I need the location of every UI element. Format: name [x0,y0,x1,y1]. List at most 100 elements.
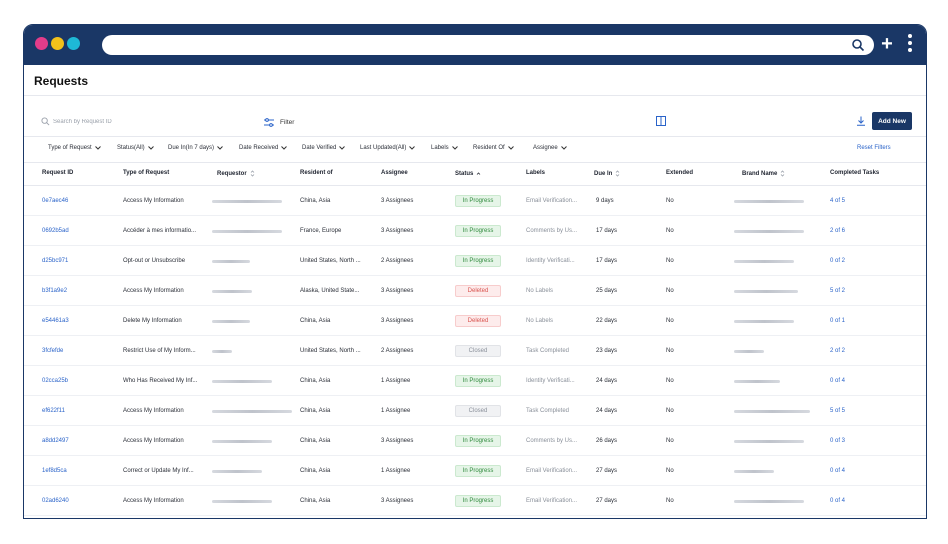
completed-tasks-link[interactable]: 0 of 2 [830,258,846,264]
column-header-assignee[interactable]: Assignee [381,170,408,176]
request-id-link[interactable]: e54461a3 [42,318,69,324]
extended: No [666,468,674,474]
resident-of: France, Europe [300,228,342,234]
row-divider [24,455,926,456]
completed-tasks-link[interactable]: 4 of 5 [830,198,846,204]
filter-resident-of[interactable]: Resident Of [473,145,514,151]
filter-status[interactable]: Status(All) [117,145,154,151]
request-id-link[interactable]: 02ad6240 [42,498,69,504]
brand-name-redacted [734,396,810,426]
table-row[interactable]: b3f1a9e2 Access My Information Alaska, Uni… [24,276,926,306]
completed-tasks-link[interactable]: 0 of 3 [830,438,846,444]
column-header-type-of-request[interactable]: Type of Request [123,170,170,176]
filter-labels[interactable]: Labels [431,145,458,151]
table-row[interactable]: 1ef8d5ca Correct or Update My Inf... China… [24,456,926,486]
column-header-requestor[interactable]: Requestor [217,170,255,177]
table-row[interactable]: 3fcfefde Restrict Use of My Inform... Unit… [24,336,926,366]
request-id-link[interactable]: 1ef8d5ca [42,468,67,474]
column-header-completed-tasks[interactable]: Completed Tasks [830,170,880,176]
add-new-button[interactable]: Add New [872,112,912,130]
window-minimize-dot[interactable] [51,37,64,50]
filter-due-in[interactable]: Due In(In 7 days) [168,145,223,151]
filter-date-received[interactable]: Date Received [239,145,288,151]
column-header-labels[interactable]: Labels [526,170,546,176]
row-divider [24,365,926,366]
completed-tasks-link[interactable]: 0 of 4 [830,498,846,504]
table-row[interactable]: 0692b5ad Accéder à mes informatio... Franc… [24,216,926,246]
reset-filters-link[interactable]: Reset Filters [857,145,891,151]
request-id-link[interactable]: 02cca25b [42,378,69,384]
brand-name-redacted [734,486,804,516]
status-badge: In Progress [455,225,501,237]
completed-tasks-link[interactable]: 5 of 2 [830,288,846,294]
completed-tasks-link[interactable]: 2 of 2 [830,348,846,354]
request-id-link[interactable]: 3fcfefde [42,348,64,354]
table-row[interactable]: 02cca25b Who Has Received My Inf... China,… [24,366,926,396]
table-row[interactable]: a8dd2497 Access My Information China, Asia… [24,426,926,456]
completed-tasks-link[interactable]: 0 of 4 [830,468,846,474]
request-id-link[interactable]: ef622f11 [42,408,65,414]
more-options-icon[interactable] [906,34,914,56]
requestor-redacted [212,306,250,336]
window-maximize-dot[interactable] [67,37,80,50]
filter-button[interactable]: Filter [264,116,294,128]
requestor-redacted [212,396,292,426]
labels: No Labels [526,288,554,294]
completed-tasks-link[interactable]: 0 of 1 [830,318,846,324]
resident-of: China, Asia [300,408,331,414]
type-of-request: Correct or Update My Inf... [123,468,194,474]
labels: No Labels [526,318,554,324]
filter-type-of-request[interactable]: Type of Request [48,145,101,151]
sort-icon [616,170,620,177]
divider [24,185,926,186]
sort-icon [250,170,254,177]
type-of-request: Restrict Use of My Inform... [123,348,196,354]
search-icon[interactable] [851,38,865,52]
type-of-request: Opt-out or Unsubscribe [123,258,186,264]
resident-of: China, Asia [300,468,331,474]
completed-tasks-link[interactable]: 0 of 4 [830,378,846,384]
table-row[interactable]: 0e7aec46 Access My Information China, Asia… [24,186,926,216]
filter-date-verified[interactable]: Date Verified [302,145,346,151]
labels: Identity Verificati... [526,378,575,384]
new-tab-plus-icon[interactable]: + [881,33,893,55]
completed-tasks-link[interactable]: 2 of 6 [830,228,846,234]
filter-label: Filter [280,118,295,126]
download-icon[interactable] [856,116,866,126]
request-id-link[interactable]: a8dd2497 [42,438,69,444]
requestor-redacted [212,486,272,516]
requestor-redacted [212,366,272,396]
column-header-resident-of[interactable]: Resident of [300,170,333,176]
row-divider [24,485,926,486]
window-close-dot[interactable] [35,37,48,50]
resident-of: China, Asia [300,318,331,324]
column-header-due-in[interactable]: Due In [594,170,620,177]
request-id-link[interactable]: 0e7aec46 [42,198,69,204]
extended: No [666,318,674,324]
request-id-link[interactable]: d25bc971 [42,258,69,264]
table-row[interactable]: 02ad6240 Access My Information China, Asia… [24,486,926,516]
filter-assignee[interactable]: Assignee [533,145,567,151]
brand-name-redacted [734,456,774,486]
address-bar[interactable] [102,35,874,55]
table-row[interactable]: ef622f11 Access My Information China, Asia… [24,396,926,426]
column-header-extended[interactable]: Extended [666,170,694,176]
columns-icon[interactable] [656,116,666,126]
status-cell: In Progress [455,456,501,486]
column-header-request-id[interactable]: Request ID [42,170,74,176]
assignee: 3 Assignees [381,288,414,294]
table-row[interactable]: d25bc971 Opt-out or Unsubscribe United Sta… [24,246,926,276]
type-of-request: Access My Information [123,438,184,444]
extended: No [666,408,674,414]
request-id-link[interactable]: b3f1a9e2 [42,288,68,294]
column-header-status[interactable]: Status [455,170,481,177]
column-header-brand-name[interactable]: Brand Name [742,170,785,177]
due-in: 27 days [596,468,618,474]
table-row[interactable]: e54461a3 Delete My Information China, Asia… [24,306,926,336]
search-input[interactable] [53,115,263,129]
status-badge: Deleted [455,315,501,327]
filter-last-updated[interactable]: Last Updated(All) [360,145,416,151]
completed-tasks-link[interactable]: 5 of 5 [830,408,846,414]
request-id-link[interactable]: 0692b5ad [42,228,69,234]
type-of-request: Accéder à mes informatio... [123,228,197,234]
